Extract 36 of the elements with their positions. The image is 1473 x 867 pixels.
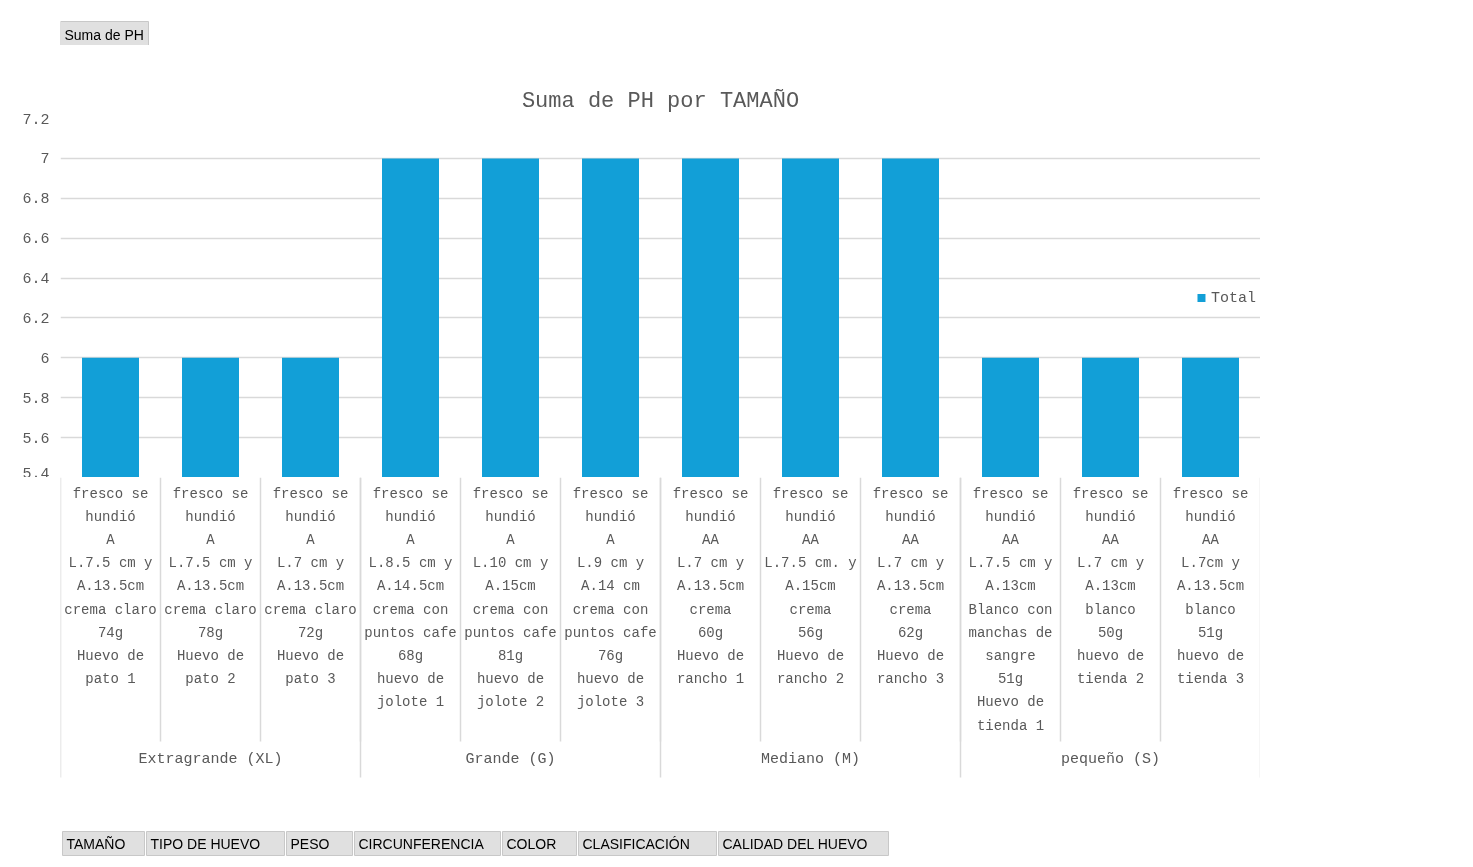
category-label: fresco se hundió AA L.7.5 cm y A.13cm Blanco con manchas de sangre 51g Huevo de tienda 1 [968, 485, 1053, 734]
text: CIRCUNFERENCIA [358, 835, 485, 852]
y-tick-label: 5.6 [22, 430, 50, 448]
category-label: fresco se hundió A L.8.5 cm y A.14.5cm crema con puntos cafe 68g huevo de jolote 1 [364, 485, 457, 711]
category-label: fresco se hundió AA L.7.5 cm. y A.15cm crema 56g Huevo de rancho 2 [764, 485, 857, 688]
y-tick-label: 6.2 [22, 310, 50, 328]
category-label: fresco se hundió A L.9 cm y A.14 cm crema con puntos cafe 76g huevo de jolote 3 [564, 485, 657, 711]
text: CALIDAD DEL HUEVO [722, 835, 868, 852]
text: Extragrande (XL) [138, 751, 283, 769]
y-tick-label: 6.4 [22, 271, 50, 289]
category-label: fresco se hundió AA L.7cm y A.13.5cm blanco 51g huevo de tienda 3 [1172, 485, 1249, 688]
category-label: fresco se hundió AA L.7 cm y A.13.5cm crema 60g Huevo de rancho 1 [672, 485, 749, 688]
text: TIPO DE HUEVO [150, 835, 261, 852]
text: pequeño (S) [1060, 751, 1161, 769]
y-tick-label: 5.8 [22, 390, 50, 408]
category-label: fresco se hundió AA L.7 cm y A.13.5cm crema 62g Huevo de rancho 3 [872, 485, 949, 688]
category-label: fresco se hundió A L.10 cm y A.15cm crema con puntos cafe 81g huevo de jolote 2 [464, 485, 557, 711]
text: Grande (G) [465, 751, 556, 769]
chart-title: Suma de PH por TAMAÑO [521, 87, 800, 114]
y-tick-label: 6.8 [22, 191, 50, 209]
y-tick-label: 7 [40, 151, 50, 169]
y-tick-label: 7.2 [22, 111, 50, 129]
text: CLASIFICACIÓN [582, 835, 690, 852]
category-label: fresco se hundió A L.7 cm y A.13.5cm crema claro 72g Huevo de pato 3 [264, 485, 357, 688]
text: Mediano (M) [760, 751, 861, 769]
text: TAMAÑO [66, 835, 126, 852]
y-tick-label: 5.4 [22, 465, 50, 483]
category-label: fresco se hundió AA L.7 cm y A.13cm blanco 50g huevo de tienda 2 [1072, 485, 1149, 688]
category-label: fresco se hundió A L.7.5 cm y A.13.5cm crema claro 74g Huevo de pato 1 [64, 485, 157, 688]
y-tick-label: 6.6 [22, 231, 50, 249]
text: Suma de PH [64, 26, 144, 43]
text: COLOR [506, 835, 557, 852]
category-label: fresco se hundió A L.7.5 cm y A.13.5cm crema claro 78g Huevo de pato 2 [164, 485, 257, 688]
y-tick-label: 6 [40, 350, 50, 368]
text: PESO [290, 835, 330, 852]
legend-label: Total [1210, 289, 1256, 306]
